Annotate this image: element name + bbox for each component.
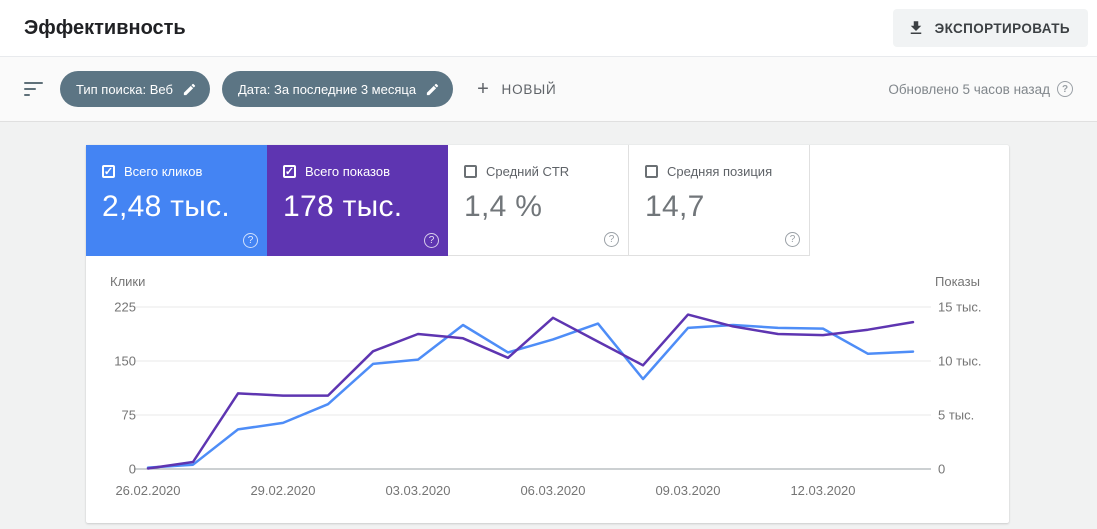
new-filter-label: НОВЫЙ [501,81,557,97]
metric-label: Всего кликов [124,164,203,179]
checkbox-total-clicks[interactable]: ✓ [102,165,115,178]
svg-text:26.02.2020: 26.02.2020 [115,483,180,498]
svg-text:12.03.2020: 12.03.2020 [790,483,855,498]
new-filter-button[interactable]: + НОВЫЙ [477,78,556,101]
svg-text:Клики: Клики [110,274,145,289]
edit-pencil-icon [183,83,196,95]
metric-value: 1,4 % [464,190,543,223]
checkbox-average-ctr[interactable] [464,165,477,178]
plus-icon: + [477,77,490,100]
line-chart[interactable]: Клики Показы 0 75 150 225 0 5 тыс. 10 тыс. 15 тыс… [86,256,1009,523]
metric-card-total-clicks[interactable]: ✓ Всего кликов 2,48 тыс. ? [86,145,267,256]
export-button-label: ЭКСПОРТИРОВАТЬ [934,20,1070,36]
svg-text:03.03.2020: 03.03.2020 [385,483,450,498]
help-icon[interactable]: ? [1057,81,1073,97]
checkbox-total-impressions[interactable]: ✓ [283,165,296,178]
page-title: Эффективность [24,16,186,39]
help-icon[interactable]: ? [243,233,258,248]
svg-text:29.02.2020: 29.02.2020 [250,483,315,498]
metric-value: 178 тыс. [283,190,403,223]
download-icon [910,21,921,34]
metric-cards-row: ✓ Всего кликов 2,48 тыс. ? ✓ Всего показ… [86,145,1009,256]
svg-text:0: 0 [129,462,136,477]
filter-chip-label: Тип поиска: Веб [76,81,173,97]
svg-text:150: 150 [114,354,136,369]
svg-text:15 тыс.: 15 тыс. [938,300,981,315]
svg-text:10 тыс.: 10 тыс. [938,354,981,369]
metric-value: 14,7 [645,190,705,223]
help-icon[interactable]: ? [424,233,439,248]
help-icon[interactable]: ? [785,232,800,247]
filter-chip-search-type[interactable]: Тип поиска: Веб [60,71,210,107]
metric-label: Средний CTR [486,164,570,179]
metric-value: 2,48 тыс. [102,190,231,223]
svg-text:225: 225 [114,300,136,315]
metric-label: Средняя позиция [667,164,773,179]
performance-panel: ✓ Всего кликов 2,48 тыс. ? ✓ Всего показ… [86,145,1009,523]
svg-text:75: 75 [122,408,136,423]
edit-pencil-icon [426,83,439,95]
metric-card-average-ctr[interactable]: Средний CTR 1,4 % ? [448,145,629,256]
svg-text:Показы: Показы [935,274,980,289]
filter-bar: Тип поиска: Веб Дата: За последние 3 мес… [0,57,1097,122]
last-updated: Обновлено 5 часов назад ? [888,81,1073,97]
filter-chip-label: Дата: За последние 3 месяца [237,81,417,97]
svg-text:06.03.2020: 06.03.2020 [520,483,585,498]
svg-text:5 тыс.: 5 тыс. [938,408,974,423]
export-button[interactable]: ЭКСПОРТИРОВАТЬ [892,9,1088,47]
help-icon[interactable]: ? [604,232,619,247]
filter-chip-date-range[interactable]: Дата: За последние 3 месяца [221,71,454,107]
performance-chart[interactable]: Клики Показы 0 75 150 225 0 5 тыс. 10 тыс. 15 тыс… [86,256,1009,523]
page-header: Эффективность ЭКСПОРТИРОВАТЬ [0,0,1097,57]
checkbox-average-position[interactable] [645,165,658,178]
last-updated-text: Обновлено 5 часов назад [888,81,1050,97]
metric-label: Всего показов [305,164,390,179]
svg-text:09.03.2020: 09.03.2020 [655,483,720,498]
filter-icon[interactable] [24,82,44,96]
metric-card-average-position[interactable]: Средняя позиция 14,7 ? [629,145,810,256]
metric-card-total-impressions[interactable]: ✓ Всего показов 178 тыс. ? [267,145,448,256]
svg-text:0: 0 [938,462,945,477]
